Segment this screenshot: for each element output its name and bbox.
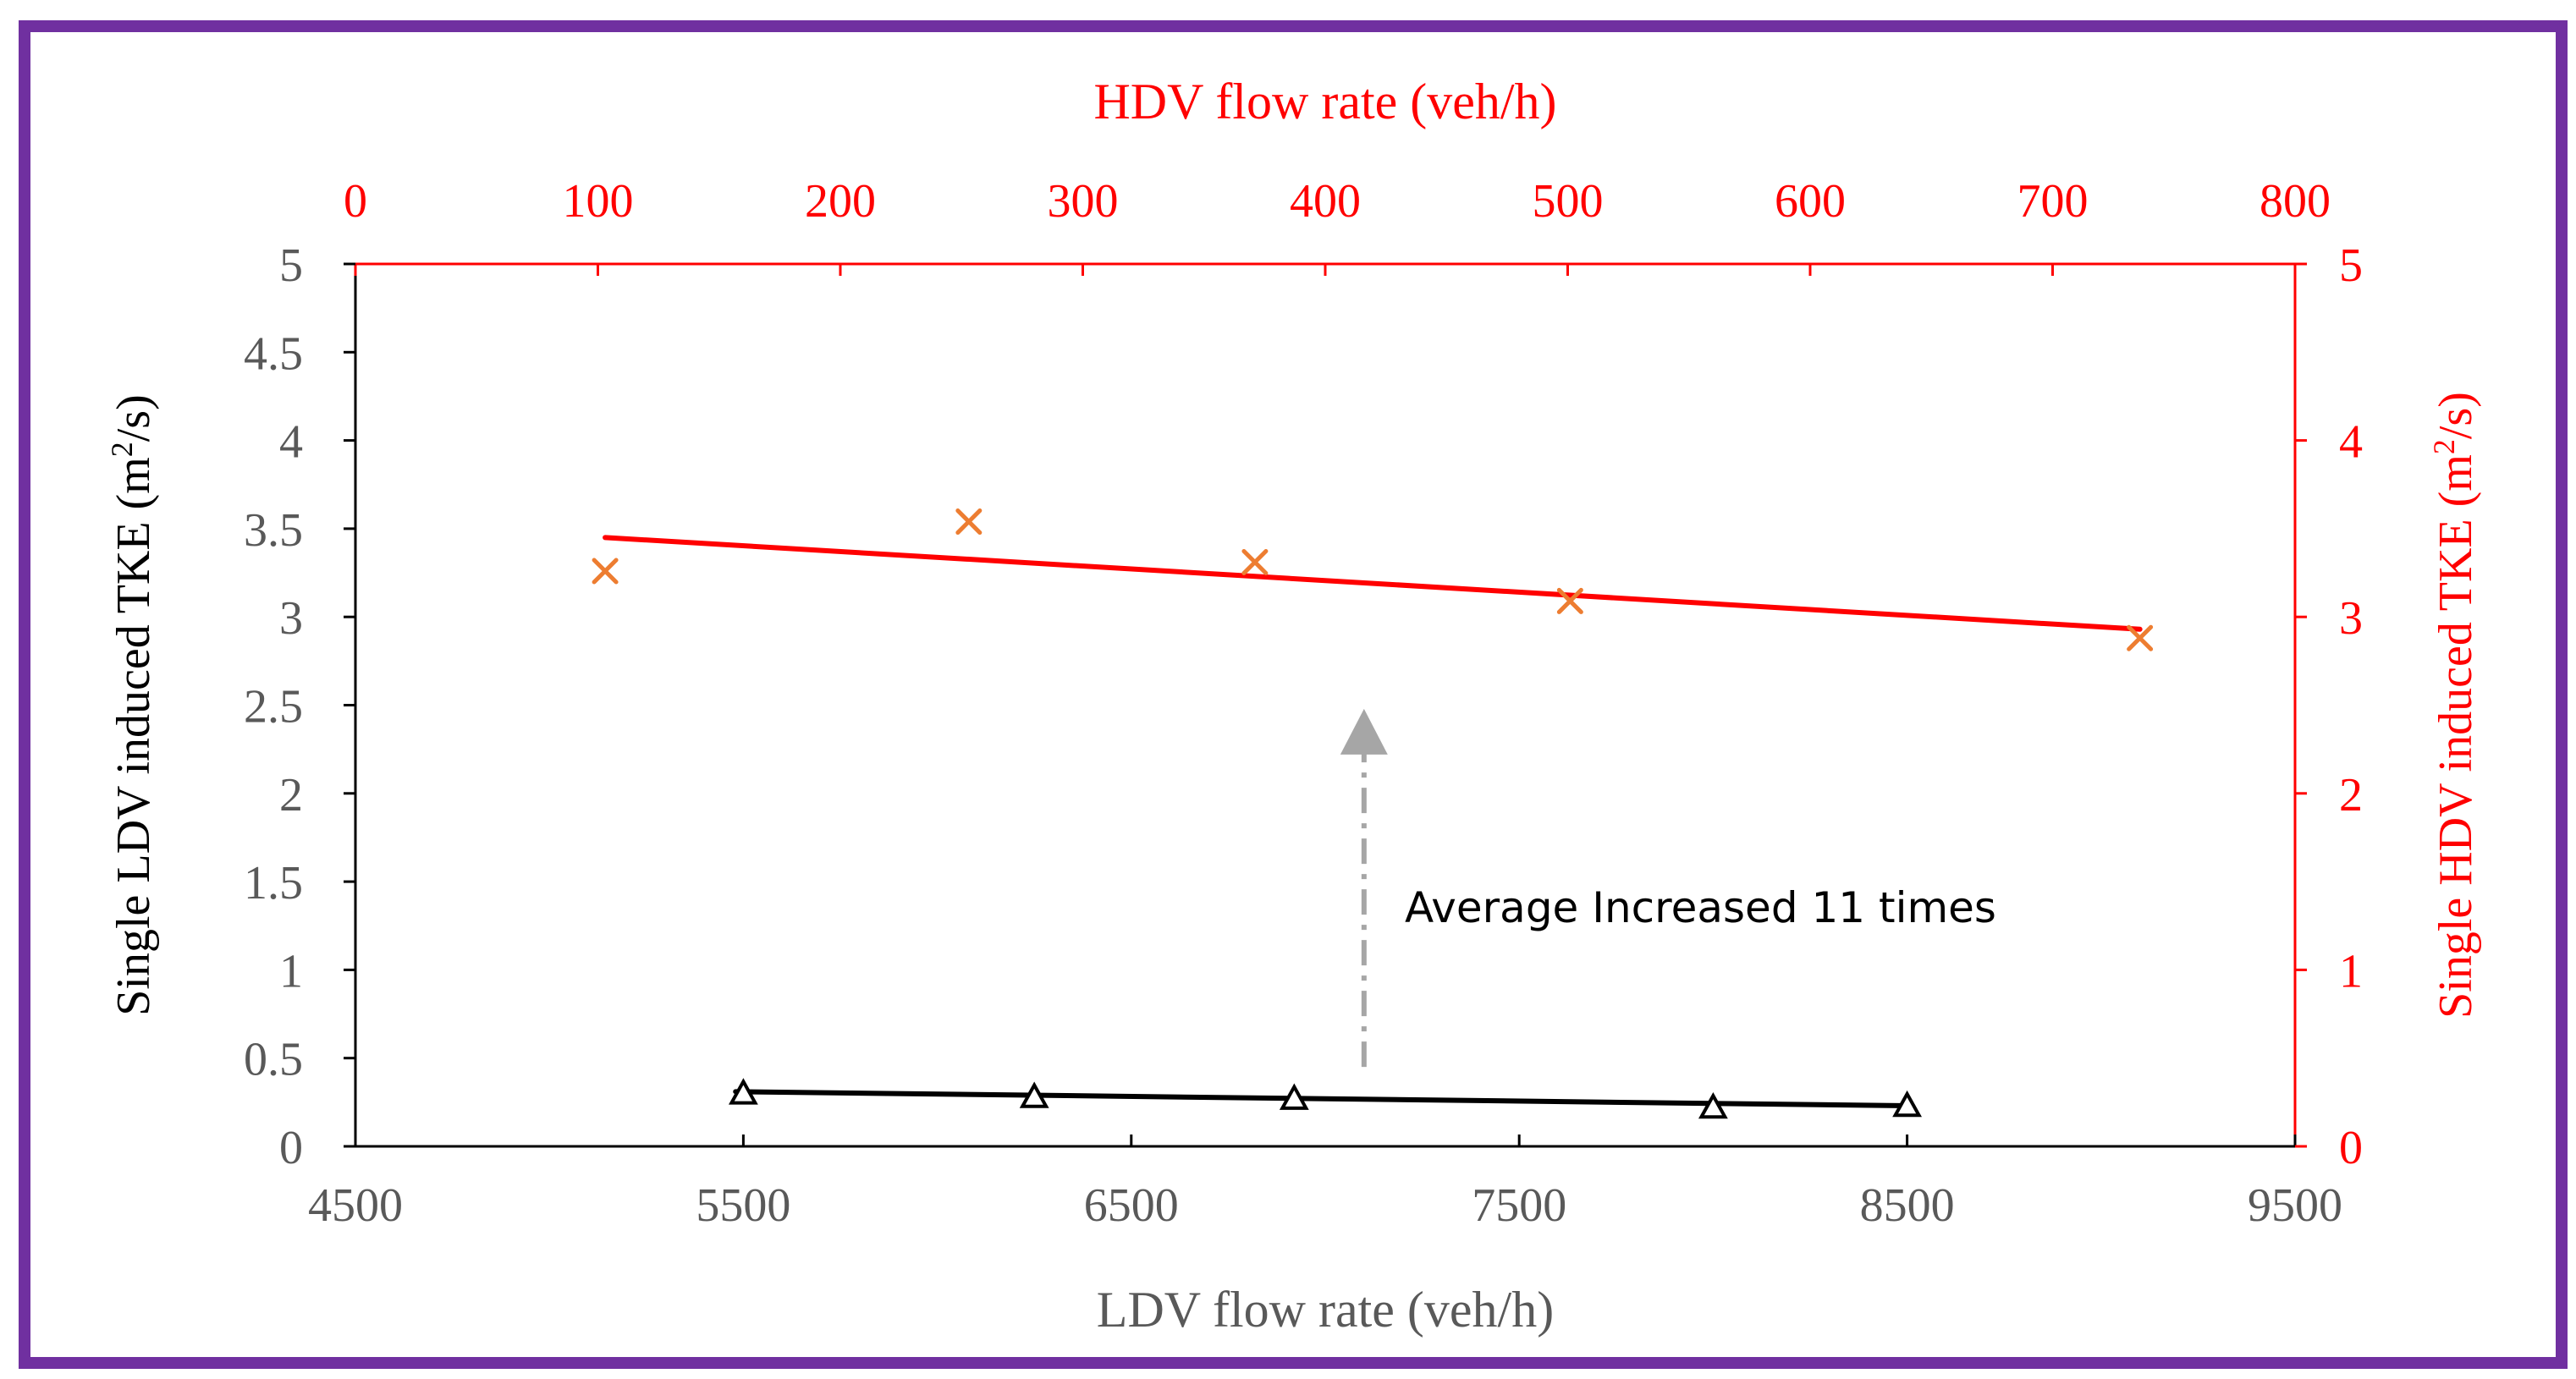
y-left-axis-title-group: Single LDV induced TKE (m2/s) — [105, 394, 160, 1016]
y-right-axis-title-group: Single HDV induced TKE (m2/s) — [2427, 392, 2482, 1019]
ldv-data-point — [1019, 1081, 1049, 1108]
hdv-data-point — [592, 558, 619, 585]
y-left-tick-label: 3.5 — [244, 504, 303, 557]
x-top-tick-label: 400 — [1290, 175, 1361, 228]
y-left-tick-label: 0.5 — [244, 1034, 303, 1086]
ldv-data-point — [1698, 1091, 1728, 1119]
y-left-axis-title-sup: 2 — [105, 442, 139, 457]
x-bottom-tick-label: 5500 — [696, 1179, 790, 1232]
y-right-tick-label: 1 — [2339, 945, 2363, 997]
y-right-tick-label: 5 — [2339, 239, 2363, 292]
x-bottom-tick-label: 4500 — [308, 1179, 403, 1232]
x-bottom-axis-title: LDV flow rate (veh/h) — [1097, 1282, 1554, 1338]
y-left-axis-title-main: Single LDV induced TKE (m — [107, 457, 160, 1016]
hdv-data-point — [1241, 549, 1269, 576]
annotation-arrow-head — [1340, 708, 1388, 755]
y-left-tick-label: 1 — [279, 945, 303, 997]
hdv-trendline — [603, 535, 2143, 632]
y-left-tick-label: 0 — [279, 1122, 303, 1174]
y-left-axis-title-end: /s) — [107, 394, 160, 442]
y-right-axis-title-sup: 2 — [2427, 439, 2461, 454]
ldv-data-point — [729, 1078, 758, 1105]
x-top-tick-label: 500 — [1533, 175, 1604, 228]
hdv-data-point — [2127, 624, 2154, 651]
y-left-axis-title: Single LDV induced TKE (m2/s) — [105, 394, 160, 1016]
hdv-data-point — [1556, 587, 1583, 614]
y-left-tick-label: 4 — [279, 416, 303, 469]
x-top-tick-label: 600 — [1775, 175, 1846, 228]
y-right-tick-label: 3 — [2339, 592, 2363, 645]
chart-marks — [592, 508, 2154, 1119]
y-left-tick-label: 1.5 — [244, 857, 303, 909]
y-right-tick-label: 4 — [2339, 416, 2363, 469]
x-top-tick-label: 300 — [1048, 175, 1119, 228]
x-bottom-tick-label: 6500 — [1084, 1179, 1179, 1232]
ldv-data-point — [1279, 1083, 1309, 1110]
ldv-data-point — [1892, 1090, 1922, 1118]
y-left-tick-label: 5 — [279, 239, 303, 292]
hdv-data-point — [955, 508, 983, 536]
x-bottom-tick-label: 8500 — [1860, 1179, 1955, 1232]
x-bottom-tick-label: 9500 — [2248, 1179, 2342, 1232]
annotation-text: Average Increased 11 times — [1405, 883, 1996, 932]
axes — [344, 262, 2307, 1148]
x-top-tick-label: 100 — [563, 175, 634, 228]
y-right-axis-title: Single HDV induced TKE (m2/s) — [2427, 392, 2482, 1019]
y-left-tick-label: 2 — [279, 769, 303, 821]
y-left-tick-label: 3 — [279, 592, 303, 645]
x-top-tick-label: 700 — [2017, 175, 2089, 228]
y-right-axis-title-end: /s) — [2430, 392, 2482, 439]
y-right-tick-label: 2 — [2339, 769, 2363, 821]
y-left-tick-label: 2.5 — [244, 681, 303, 733]
x-bottom-tick-label: 7500 — [1472, 1179, 1566, 1232]
x-top-tick-label: 200 — [805, 175, 876, 228]
x-top-axis-title: HDV flow rate (veh/h) — [1093, 74, 1556, 129]
x-top-tick-label: 800 — [2260, 175, 2331, 228]
y-right-tick-label: 0 — [2339, 1122, 2363, 1174]
y-right-axis-title-main: Single HDV induced TKE (m — [2430, 454, 2482, 1019]
ldv-trendline — [733, 1089, 1910, 1109]
x-top-tick-label: 0 — [344, 175, 367, 228]
figure-frame — [19, 20, 2568, 1369]
y-left-tick-label: 4.5 — [244, 327, 303, 380]
